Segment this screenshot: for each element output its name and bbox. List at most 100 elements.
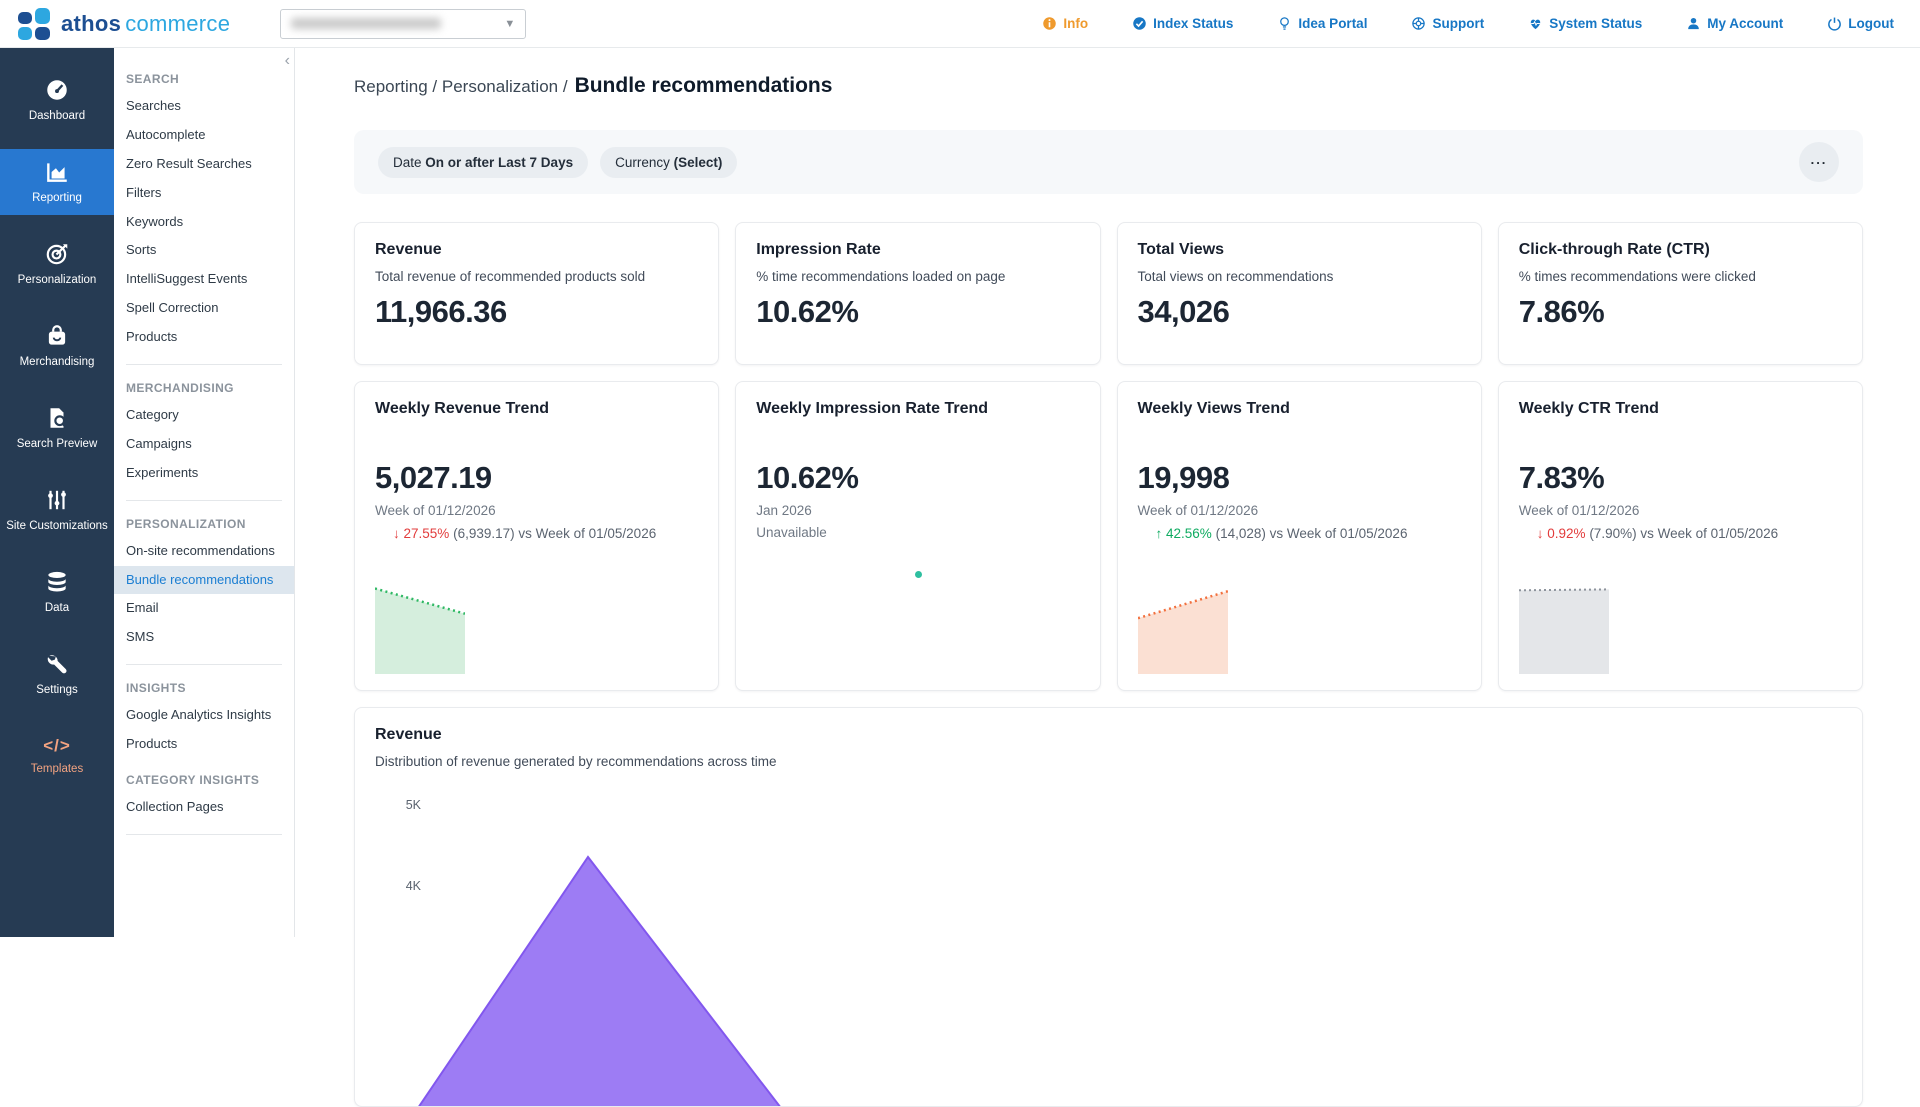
- trend-change-pct: 27.55%: [403, 526, 450, 541]
- power-icon: [1828, 17, 1842, 31]
- shopping-bag-icon: [48, 325, 66, 345]
- metric-title: Click-through Rate (CTR): [1518, 241, 1710, 258]
- trend-card-weekly-revenue: Weekly Revenue Trend 5,027.19 Week of 01…: [354, 381, 720, 691]
- code-icon: </>: [43, 736, 71, 756]
- y-axis-tick-5k: 5K: [405, 798, 421, 812]
- trend-change-pct: 42.56%: [1166, 526, 1212, 541]
- trend-period: Week of 01/12/2026: [375, 503, 496, 518]
- currency-filter-pill[interactable]: Currency (Select): [600, 146, 738, 178]
- trend-cards-row: Weekly Revenue Trend 5,027.19 Week of 01…: [354, 381, 1863, 691]
- metric-title: Total Views: [1137, 241, 1225, 258]
- account-selector-dropdown[interactable]: ▼: [280, 8, 527, 39]
- arrow-down-icon: ↓: [393, 526, 400, 541]
- rail-item-data[interactable]: Data: [0, 559, 114, 625]
- trend-change-pct: 0.92%: [1547, 526, 1586, 541]
- sidebar-item-searches[interactable]: Searches: [126, 98, 181, 113]
- sidebar-item-sorts[interactable]: Sorts: [126, 242, 157, 258]
- trend-change: ↓ 0.92% (7.90%) vs Week of 01/05/2026: [1519, 526, 1842, 541]
- single-data-point-dot: [914, 571, 922, 578]
- sidebar-item-email[interactable]: Email: [126, 600, 159, 616]
- metric-value: 7.86%: [1518, 294, 1605, 329]
- sidebar-item-zero-result-searches[interactable]: Zero Result Searches: [126, 155, 252, 171]
- metric-cards-row: Revenue Total revenue of recommended pro…: [354, 222, 1863, 365]
- rail-item-settings[interactable]: Settings: [0, 641, 114, 707]
- sidebar-item-keywords[interactable]: Keywords: [126, 213, 184, 229]
- sidebar-item-category[interactable]: Category: [126, 407, 179, 423]
- wrench-icon: [47, 655, 67, 674]
- rail-item-search-preview[interactable]: Search Preview: [0, 395, 114, 461]
- sidebar-collapse-button[interactable]: ‹: [284, 52, 290, 69]
- metric-description: % time recommendations loaded on page: [756, 269, 1006, 284]
- trend-card-weekly-ctr: Weekly CTR Trend 7.83% Week of 01/12/202…: [1497, 381, 1863, 691]
- logo-icon: [18, 7, 52, 41]
- rail-item-merchandising[interactable]: Merchandising: [0, 313, 114, 379]
- chart-title: Revenue: [375, 726, 442, 743]
- rail-label: Merchandising: [19, 356, 95, 369]
- trend-change-detail: (6,939.17) vs Week of 01/05/2026: [453, 526, 657, 541]
- sidebar-item-filters[interactable]: Filters: [126, 184, 162, 200]
- sidebar-item-autocomplete[interactable]: Autocomplete: [126, 126, 206, 142]
- rail-label: Search Preview: [16, 438, 98, 451]
- nav-support[interactable]: Support: [1411, 16, 1484, 31]
- date-filter-pill[interactable]: Date On or after Last 7 Days: [378, 146, 589, 178]
- rail-item-site-customizations[interactable]: Site Customizations: [0, 477, 114, 543]
- sidebar-item-campaigns[interactable]: Campaigns: [126, 435, 192, 451]
- sidebar-item-experiments[interactable]: Experiments: [126, 464, 199, 480]
- more-options-button[interactable]: ...: [1799, 142, 1839, 182]
- sidebar-section-merchandising: MERCHANDISING: [126, 381, 234, 396]
- sidebar-item-spell-correction[interactable]: Spell Correction: [126, 300, 219, 316]
- area-chart-icon: [47, 163, 67, 183]
- sidebar-item-products[interactable]: Products: [126, 329, 178, 345]
- trend-change: ↓ 27.55% (6,939.17) vs Week of 01/05/202…: [375, 526, 698, 541]
- rail-item-dashboard[interactable]: Dashboard: [0, 67, 114, 133]
- nav-system-status[interactable]: System Status: [1528, 16, 1642, 31]
- rail-label: Dashboard: [28, 110, 86, 123]
- nav-idea-portal[interactable]: Idea Portal: [1277, 16, 1367, 31]
- chart-subtitle: Distribution of revenue generated by rec…: [375, 754, 777, 769]
- sidebar-item-insights-products[interactable]: Products: [126, 736, 178, 752]
- sliders-icon: [48, 490, 66, 510]
- trend-period: Week of 01/12/2026: [1518, 503, 1640, 518]
- rail-item-templates[interactable]: </> Templates: [0, 723, 114, 789]
- trend-period: Week of 01/12/2026: [1137, 503, 1259, 518]
- metric-value: 34,026: [1137, 294, 1230, 329]
- sidebar-section-insights: INSIGHTS: [126, 681, 186, 696]
- nav-info-label: Info: [1063, 16, 1089, 31]
- sidebar-item-onsite-recommendations[interactable]: On-site recommendations: [126, 542, 275, 558]
- revenue-distribution-card: Revenue Distribution of revenue generate…: [354, 707, 1863, 1107]
- nav-index-status[interactable]: Index Status: [1132, 16, 1233, 31]
- life-ring-icon: [1412, 17, 1426, 30]
- sidebar-item-bundle-recommendations[interactable]: Bundle recommendations: [114, 565, 294, 595]
- metric-value: 11,966.36: [375, 294, 507, 329]
- ctr-sparkline: [1518, 584, 1609, 674]
- sidebar-item-google-analytics-insights[interactable]: Google Analytics Insights: [126, 707, 272, 723]
- reporting-sidebar: ‹ SEARCH Searches Autocomplete Zero Resu…: [114, 48, 295, 937]
- trend-change-detail: (7.90%) vs Week of 01/05/2026: [1589, 526, 1779, 541]
- breadcrumb-path[interactable]: Reporting / Personalization /: [354, 77, 568, 96]
- document-search-icon: [50, 408, 68, 429]
- rail-item-reporting[interactable]: Reporting: [0, 149, 114, 215]
- nav-logout[interactable]: Logout: [1827, 16, 1894, 31]
- trend-note-unavailable: Unavailable: [756, 525, 827, 540]
- top-header: athos commerce ▼ Info Index Status: [0, 0, 1920, 48]
- nav-system-status-label: System Status: [1549, 16, 1643, 31]
- logo-secondary: commerce: [125, 10, 231, 36]
- nav-info[interactable]: Info: [1042, 16, 1088, 31]
- metric-card-ctr: Click-through Rate (CTR) % times recomme…: [1497, 222, 1863, 365]
- target-icon: [46, 244, 68, 265]
- rail-item-personalization[interactable]: Personalization: [0, 231, 114, 297]
- nav-my-account[interactable]: My Account: [1686, 16, 1783, 31]
- metric-title: Revenue: [375, 241, 442, 258]
- sidebar-item-sms[interactable]: SMS: [126, 629, 155, 645]
- views-sparkline: [1137, 584, 1228, 674]
- sidebar-item-collection-pages[interactable]: Collection Pages: [126, 799, 224, 815]
- metric-description: Total revenue of recommended products so…: [375, 269, 646, 284]
- currency-filter-label: Currency: [615, 154, 674, 170]
- filter-bar: Date On or after Last 7 Days Currency (S…: [354, 130, 1863, 194]
- y-axis-tick-4k: 4K: [405, 879, 421, 893]
- info-icon: [1043, 17, 1057, 30]
- sidebar-section-category-insights: CATEGORY INSIGHTS: [126, 773, 260, 788]
- nav-index-status-label: Index Status: [1153, 16, 1234, 31]
- sidebar-item-intellisuggest-events[interactable]: IntelliSuggest Events: [126, 271, 248, 287]
- sidebar-section-personalization: PERSONALIZATION: [126, 516, 246, 531]
